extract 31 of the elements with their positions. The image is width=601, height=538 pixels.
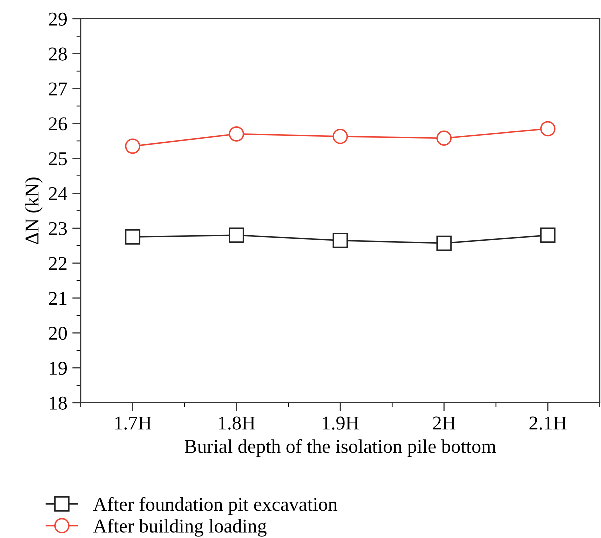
point — [229, 228, 244, 244]
x-tick-label: 1.8H — [219, 416, 256, 430]
y-tick-label: 29 — [49, 12, 68, 26]
y-tick-label: 21 — [49, 292, 67, 306]
point — [436, 236, 452, 252]
y-tick-label: 28 — [49, 48, 68, 61]
y-axis-title: ΔN (kN) — [25, 178, 43, 244]
y-tick-label: 20 — [49, 327, 68, 340]
point — [125, 230, 141, 245]
x-axis-title: Burial depth of the isolation pile bottom — [184, 439, 496, 458]
point — [229, 126, 244, 142]
point — [125, 138, 141, 154]
point — [332, 233, 348, 248]
x-tick-label: 1.7H — [115, 416, 152, 430]
legend-label: After foundation pit excavation — [93, 497, 338, 516]
x-tick-label: 2H — [433, 416, 456, 430]
point — [436, 130, 452, 146]
y-tick-label: 23 — [49, 222, 68, 236]
y-tick-label: 22 — [49, 257, 67, 270]
y-tick-label: 18 — [50, 396, 68, 410]
y-tick-label: 24 — [49, 187, 68, 200]
point — [332, 129, 348, 144]
point — [540, 121, 556, 137]
y-tick-label: 26 — [49, 118, 68, 131]
x-tick-label: 1.9H — [323, 416, 360, 430]
point — [540, 228, 556, 244]
legend-label: After building loading — [93, 519, 267, 537]
y-tick-label: 25 — [49, 152, 68, 166]
y-tick-label: 27 — [49, 82, 68, 96]
x-tick-label: 2.1H — [530, 416, 567, 430]
y-tick-label: 19 — [50, 362, 68, 376]
